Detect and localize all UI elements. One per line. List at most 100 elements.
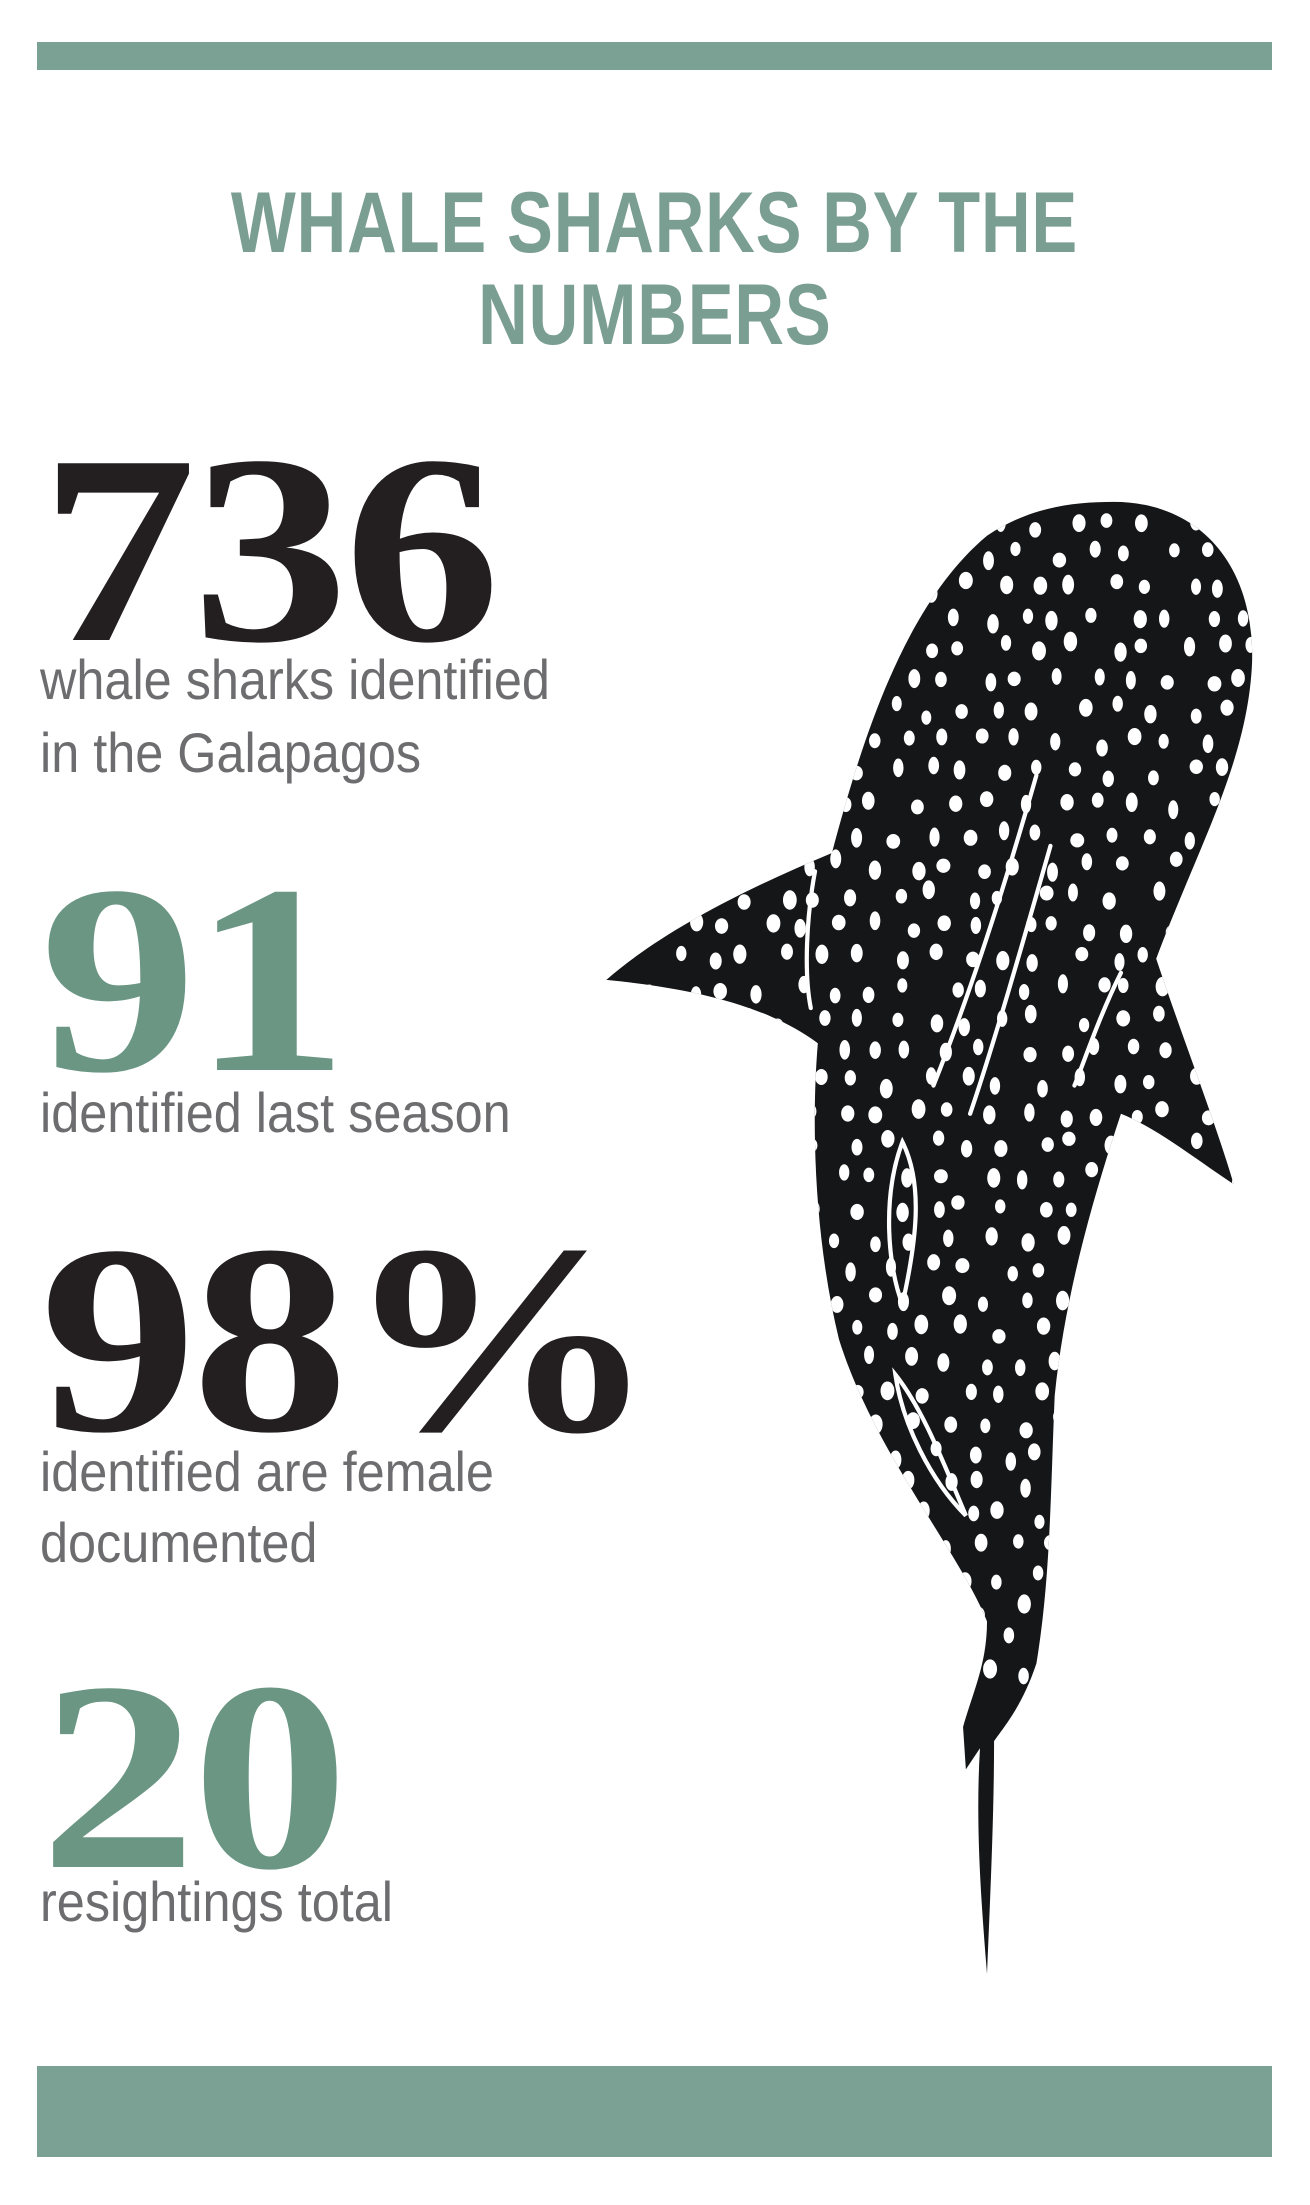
shark-spot [1067, 1451, 1080, 1470]
shark-spot [1168, 800, 1179, 820]
shark-spot [1021, 1233, 1035, 1252]
shark-spot [958, 571, 973, 590]
shark-spot [675, 1629, 687, 1646]
shark-spot [702, 697, 715, 713]
shark-spot [624, 1260, 639, 1278]
shark-spot [851, 1577, 864, 1596]
shark-spot [998, 764, 1012, 781]
shark-spot [965, 1383, 977, 1401]
shark-spot [882, 641, 895, 657]
shark-spot [829, 1663, 842, 1682]
shark-spot [634, 639, 645, 655]
shark-spot [792, 675, 805, 693]
shark-spot [1215, 758, 1229, 777]
shark-spot [1235, 1604, 1248, 1621]
shark-spot [781, 943, 793, 960]
shark-spot [887, 579, 901, 599]
shark-spot [739, 1129, 754, 1149]
shark-spot [862, 1540, 876, 1558]
shark-spot [1190, 513, 1202, 531]
shark-spot [844, 1070, 856, 1086]
shark-spot [1031, 759, 1042, 775]
shark-spot [1068, 1330, 1083, 1345]
shark-spot [922, 880, 935, 900]
shark-spot [1034, 1514, 1045, 1529]
shark-spot [914, 1314, 929, 1335]
shark-spot [969, 1446, 982, 1464]
shark-spot [804, 1138, 818, 1153]
shark-spot [1013, 1534, 1024, 1549]
shark-spot [831, 914, 846, 931]
shark-spot [1119, 1357, 1132, 1375]
shark-spot [822, 738, 837, 754]
shark-spot [626, 827, 640, 845]
shark-spot [901, 1470, 915, 1490]
shark-spot [768, 1482, 780, 1501]
shark-stripes [804, 773, 1124, 1518]
shark-spot [840, 797, 852, 813]
shark-spot [649, 793, 663, 812]
shark-spot [667, 515, 678, 535]
shark-spot [750, 1539, 764, 1558]
shark-spot [694, 551, 708, 570]
shark-spot [759, 1421, 772, 1439]
shark-spot [1131, 1109, 1143, 1125]
shark-spot [963, 829, 978, 846]
shark-spot [1244, 916, 1253, 934]
shark-spot [1127, 1174, 1142, 1191]
shark-spot [869, 1595, 883, 1614]
shark-spot [1203, 1483, 1215, 1501]
shark-spot [1245, 1628, 1253, 1648]
shark-spot [1191, 578, 1202, 595]
shark-spot [1201, 915, 1216, 933]
shark-spot [995, 1199, 1006, 1214]
shark-spot [706, 513, 718, 533]
shark-spot [700, 1632, 714, 1650]
shark-spot [1170, 1505, 1185, 1525]
shark-spot [1072, 1387, 1084, 1402]
shark-spot [817, 1391, 829, 1409]
shark-spot [973, 1606, 985, 1624]
shark-spot [969, 892, 981, 910]
shark-spot [1238, 1481, 1252, 1497]
shark-spot [1189, 1165, 1202, 1182]
shark-spot [1057, 1225, 1071, 1245]
shark-spot [653, 856, 668, 876]
shark-spot [1184, 831, 1195, 850]
shark-spot [1208, 984, 1222, 1003]
shark-spot [1264, 986, 1277, 1001]
shark-spot [641, 1016, 652, 1036]
shark-spot [1045, 610, 1058, 631]
shark-spot [1019, 1422, 1033, 1439]
shark-spot [702, 1567, 715, 1584]
shark-spot [918, 1575, 931, 1590]
shark-spot [1052, 552, 1067, 568]
shark-spot [744, 1078, 758, 1095]
shark-spot [1039, 885, 1054, 901]
shark-spot [863, 1167, 875, 1183]
shark-spot [868, 1106, 883, 1124]
shark-spot [1183, 1012, 1197, 1029]
shark-spot [731, 1263, 746, 1280]
shark-spot [749, 1192, 762, 1209]
shark-spot [1081, 1252, 1093, 1271]
shark-spot [1091, 1360, 1106, 1377]
shark-spot [1225, 981, 1240, 998]
shark-spot [683, 1038, 694, 1056]
shark-spot [1027, 1443, 1041, 1461]
shark-spot [634, 1193, 646, 1209]
shark-spot [1219, 951, 1234, 969]
shark-spot [1216, 520, 1229, 538]
shark-spot [710, 1254, 721, 1273]
shark-spot [713, 1601, 726, 1620]
shark-spot [1032, 641, 1046, 661]
shark-spot [826, 1354, 841, 1372]
shark-spot [983, 1105, 996, 1125]
shark-spot [1142, 1196, 1154, 1213]
shark-spot [663, 893, 674, 908]
shark-spot [1210, 1071, 1223, 1087]
shark-spot [1102, 770, 1114, 788]
shark-spot [670, 1507, 681, 1527]
shark-spot [887, 1322, 898, 1340]
shark-spot [1155, 1101, 1169, 1118]
